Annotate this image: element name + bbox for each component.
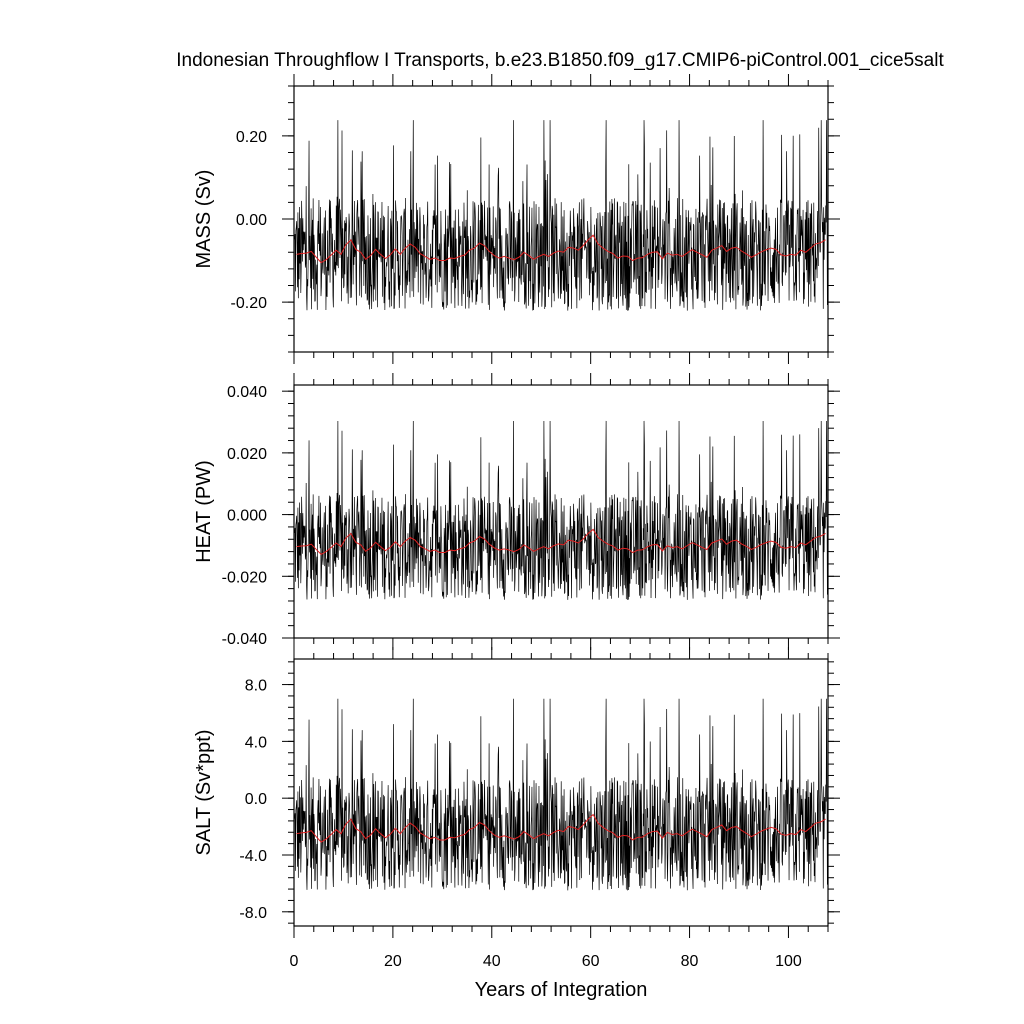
mass-y-axis-label: MASS (Sv) [193,170,215,269]
salt-annual-mean-line [296,813,826,843]
figure-title: Indonesian Throughflow I Transports, b.e… [176,50,944,71]
mass-ytick-label: 0.20 [236,129,267,146]
salt-raw-series-line [294,698,828,891]
x-tick-label: 20 [384,953,402,970]
x-tick-label: 40 [483,953,501,970]
heat-ytick-label: -0.040 [222,631,267,648]
mass-ytick-label: 0.00 [236,212,267,229]
salt-y-axis-label: SALT (Sv*ppt) [193,730,215,856]
salt-panel: 8.0 4.0 0.0 -4.0 -8.0 SALT (Sv*ppt) [193,647,840,938]
salt-ytick-label: -4.0 [239,848,267,865]
heat-ytick-label: 0.000 [227,508,267,525]
x-tick-label: 60 [582,953,600,970]
x-tick-label: 0 [290,953,299,970]
heat-ytick-label: 0.020 [227,446,267,463]
mass-panel: 0.20 0.00 -0.20 MASS (Sv) [193,74,840,364]
heat-ytick-label: -0.020 [222,569,267,586]
salt-plot-frame [293,658,829,927]
heat-annual-mean-line [296,528,826,556]
x-axis-label: Years of Integration [475,979,648,1001]
salt-ytick-label: 8.0 [245,678,267,695]
mass-raw-series-line [294,120,828,311]
salt-ytick-label: 0.0 [245,791,267,808]
heat-ytick-label: 0.040 [227,384,267,401]
x-tick-label: 80 [681,953,699,970]
mass-annual-mean-line [296,234,826,264]
heat-panel: 0.040 0.020 0.000 -0.020 -0.040 HEAT (PW) [193,373,840,650]
salt-ytick-label: -8.0 [239,905,267,922]
x-tick-label: 100 [775,953,802,970]
salt-ytick-label: 4.0 [245,734,267,751]
heat-raw-series-line [294,420,828,600]
heat-plot-frame [293,384,829,639]
heat-y-axis-label: HEAT (PW) [193,460,215,563]
mass-ytick-label: -0.20 [231,295,268,312]
